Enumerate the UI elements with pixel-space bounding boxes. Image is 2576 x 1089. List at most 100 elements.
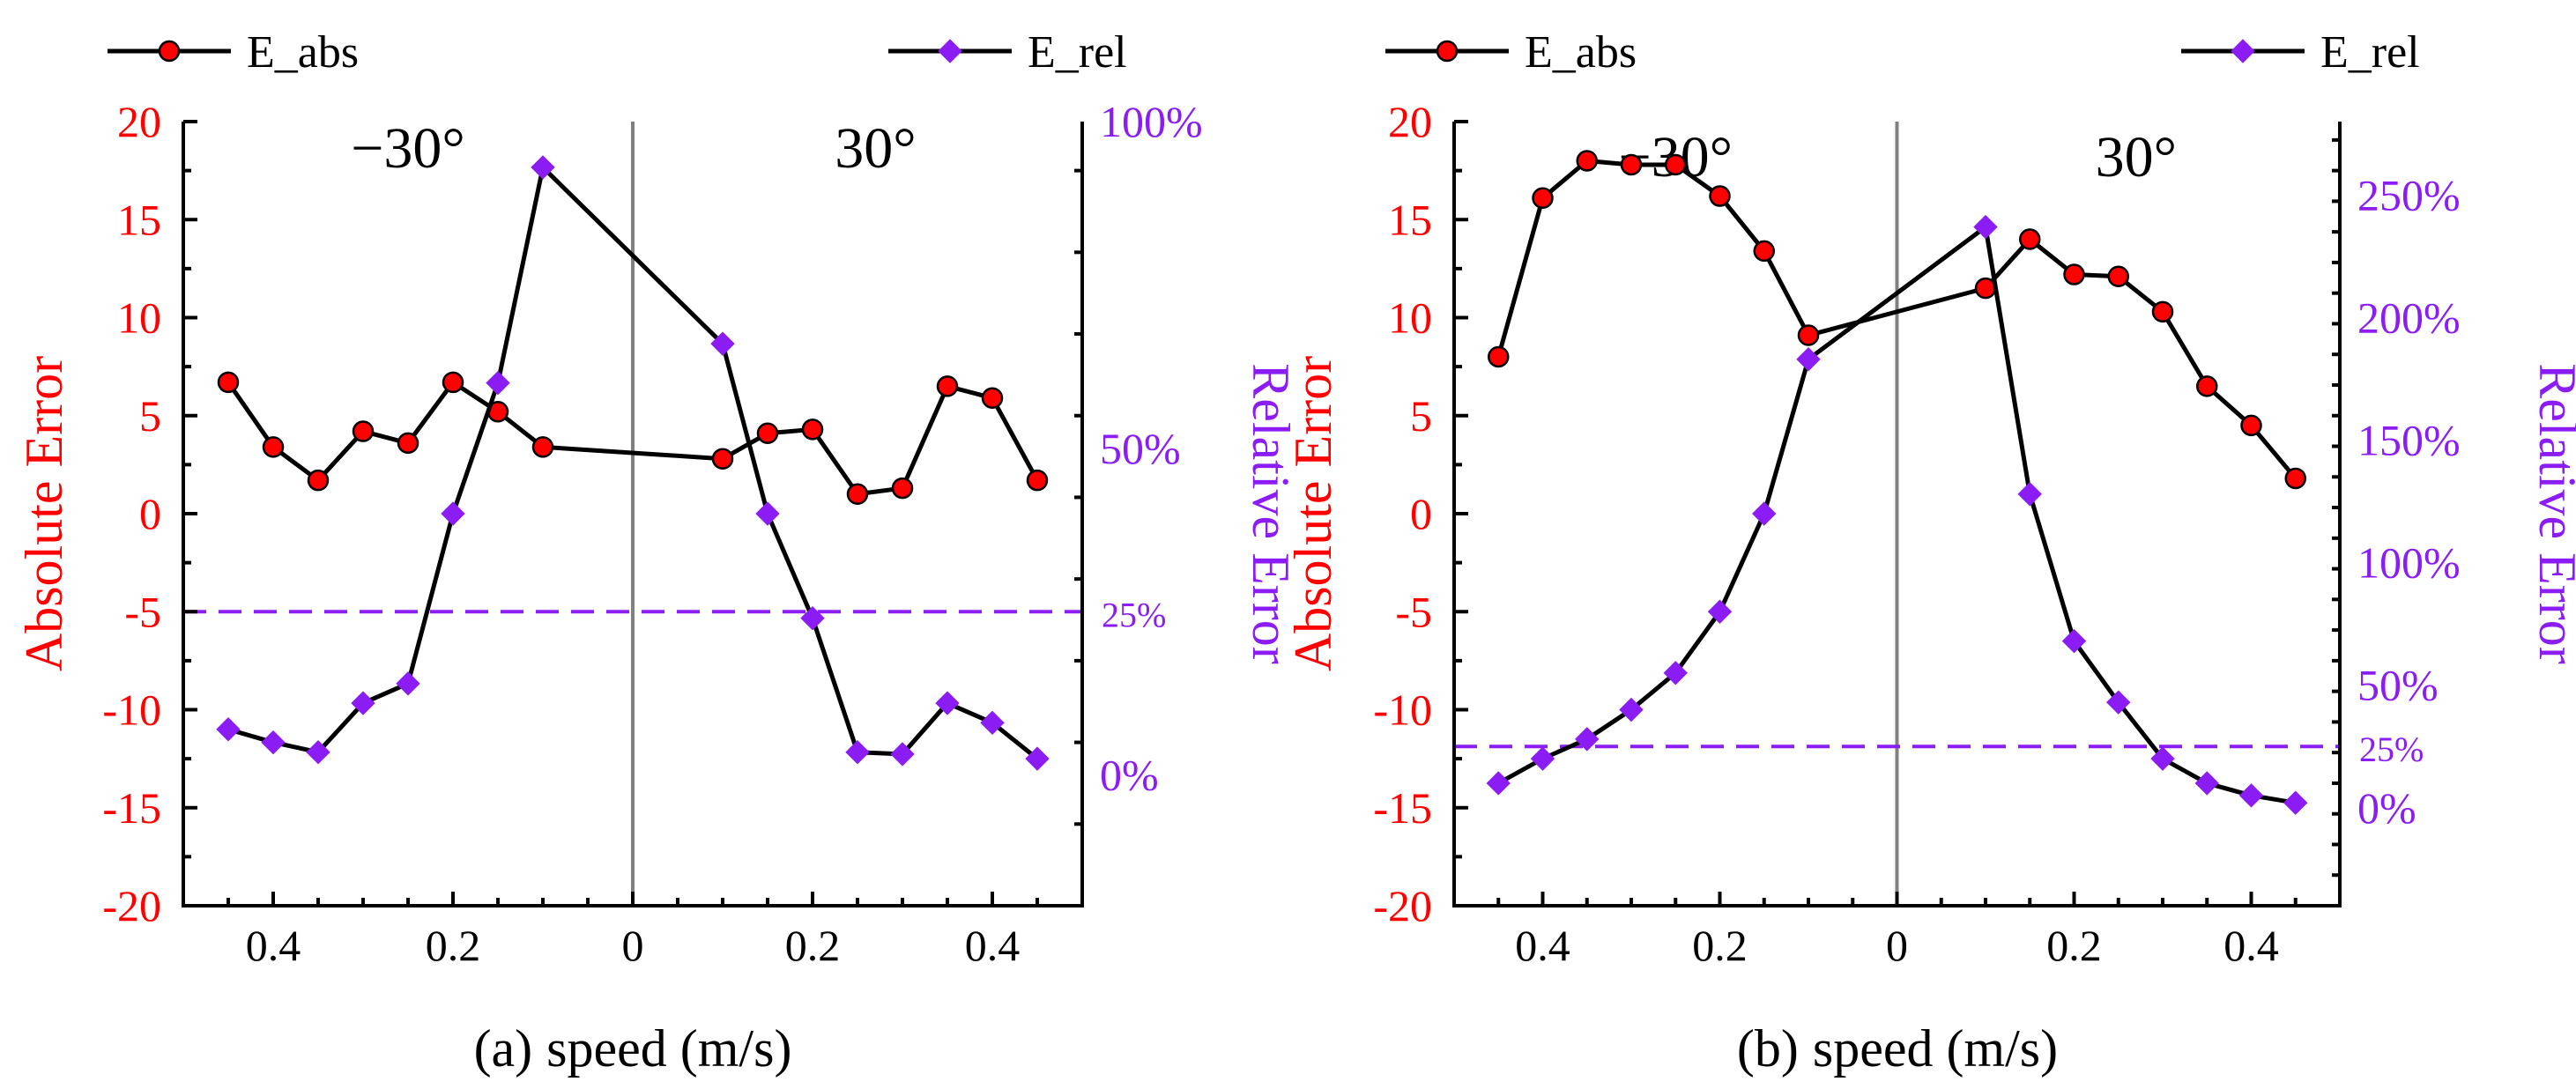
data-point-e-abs (936, 375, 959, 397)
data-point-e-rel (351, 691, 375, 715)
data-point-e-rel (2238, 783, 2264, 808)
left-y-tick-label: -5 (124, 587, 161, 636)
legend-label-e-abs: E_abs (1525, 27, 1637, 78)
right-y-tick-label: 0% (1100, 751, 1159, 800)
x-tick-label: 0.2 (2046, 921, 2102, 970)
x-tick-label: 0.4 (1515, 921, 1570, 970)
left-y-tick-label: -10 (1373, 685, 1432, 735)
left-y-tick-label: 0 (1410, 489, 1432, 538)
legend-marker-e-abs (158, 40, 181, 63)
right-y-tick-label: 150% (2357, 416, 2461, 465)
left-y-tick-label: -20 (102, 881, 161, 930)
x-tick-label: 0 (1886, 921, 1908, 970)
data-point-e-rel (396, 671, 420, 696)
data-point-e-rel (755, 501, 780, 526)
series-line-e-abs (1496, 159, 2298, 480)
data-point-e-rel (216, 717, 241, 742)
right-y-axis-title: Relative Error (1242, 363, 1300, 664)
data-point-e-abs (1753, 240, 1775, 263)
data-point-e-abs (846, 483, 869, 505)
data-point-e-abs (1797, 324, 1820, 346)
data-point-e-rel (531, 155, 555, 180)
data-point-e-abs (891, 477, 914, 500)
left-y-tick-label: -20 (1373, 881, 1432, 930)
x-axis-title: speed (m/s) (1813, 1019, 2058, 1078)
data-point-e-abs (531, 436, 554, 458)
data-point-e-abs (307, 469, 330, 492)
data-point-e-abs (981, 387, 1004, 409)
data-point-e-abs (352, 420, 375, 442)
left-y-tick-label: 5 (139, 391, 161, 441)
data-point-e-rel (890, 742, 915, 767)
x-axis-caption: (a) speed (m/s) (474, 1019, 792, 1078)
left-y-tick-label: 20 (1388, 97, 1432, 146)
right-angle-label: 30° (2096, 125, 2177, 189)
data-point-e-abs (711, 448, 734, 470)
data-point-e-abs (1026, 469, 1049, 492)
data-point-e-rel (1973, 214, 1998, 240)
data-point-e-abs (1576, 150, 1598, 172)
left-y-tick-label: 10 (1388, 293, 1432, 343)
left-y-tick-label: 0 (139, 489, 161, 538)
panel-label: (a) (474, 1019, 533, 1078)
data-point-e-rel (306, 740, 330, 765)
data-point-e-rel (486, 370, 510, 396)
right-y-tick-label: 100% (2357, 538, 2461, 588)
legend-marker-e-rel (2231, 39, 2255, 63)
left-angle-label: −30° (351, 116, 465, 181)
data-point-e-abs (1532, 187, 1554, 210)
data-point-e-abs (1665, 153, 1687, 176)
data-point-e-abs (756, 422, 779, 445)
right-angle-label: 30° (835, 116, 916, 181)
left-y-axis-title: Absolute Error (1284, 356, 1342, 671)
left-y-tick-label: -10 (102, 685, 161, 735)
data-point-e-rel (980, 710, 1005, 736)
right-y-axis-title: Relative Error (2528, 363, 2576, 664)
data-point-e-abs (1488, 345, 1510, 368)
left-y-tick-label: -5 (1395, 587, 1432, 636)
x-tick-label: 0.4 (2223, 921, 2279, 970)
right-y-tick-label: 50% (2357, 661, 2439, 710)
legend-marker-e-abs (1436, 40, 1459, 63)
left-y-tick-label: 15 (1388, 195, 1432, 244)
data-point-e-rel (1575, 727, 1600, 752)
left-y-tick-label: 15 (117, 195, 161, 244)
legend-marker-e-rel (938, 39, 962, 63)
data-point-e-rel (2106, 690, 2131, 715)
data-point-e-rel (1619, 697, 1644, 722)
x-tick-label: 0 (622, 921, 644, 970)
data-point-e-abs (262, 436, 285, 458)
data-point-e-rel (2017, 482, 2042, 507)
left-y-tick-label: 10 (117, 293, 161, 343)
left-y-tick-label: -15 (102, 783, 161, 833)
data-point-e-rel (2194, 771, 2219, 796)
x-tick-label: 0.2 (426, 921, 481, 970)
x-tick-label: 0.4 (965, 921, 1021, 970)
data-point-e-rel (1025, 746, 1050, 771)
data-point-e-rel (710, 331, 735, 356)
legend-label-e-abs: E_abs (247, 27, 359, 78)
data-point-e-abs (1974, 277, 1997, 300)
data-point-e-abs (2240, 414, 2262, 437)
x-tick-label: 0.2 (1692, 921, 1748, 970)
data-point-e-rel (441, 501, 465, 526)
data-point-e-rel (2150, 746, 2175, 771)
data-point-e-rel (1663, 661, 1688, 685)
series-line-e-abs (226, 380, 1040, 497)
series-line-e-rel (1497, 225, 2297, 805)
data-point-e-abs (1709, 185, 1731, 207)
data-point-e-rel (2283, 790, 2308, 815)
data-point-e-rel (800, 605, 825, 631)
x-tick-label: 0.4 (246, 921, 301, 970)
legend-label-e-rel: E_rel (1028, 27, 1127, 78)
data-point-e-rel (845, 740, 870, 765)
left-y-axis-title: Absolute Error (15, 356, 73, 671)
threshold-label: 25% (1102, 595, 1166, 634)
chart-panel-a: -20 -15 -10 -5 0 5 10 15 20 0% 50% 100% 25% 0.4 0.2 0 0.… (15, 27, 1300, 1078)
data-point-e-abs (2107, 265, 2129, 288)
data-point-e-abs (2196, 375, 2218, 397)
left-y-tick-label: 5 (1410, 391, 1432, 441)
chart-panel-b: -20-15-10-5051015200%50%100%150%200%250%… (1284, 27, 2576, 1078)
x-axis-caption: (b) speed (m/s) (1737, 1019, 2058, 1078)
